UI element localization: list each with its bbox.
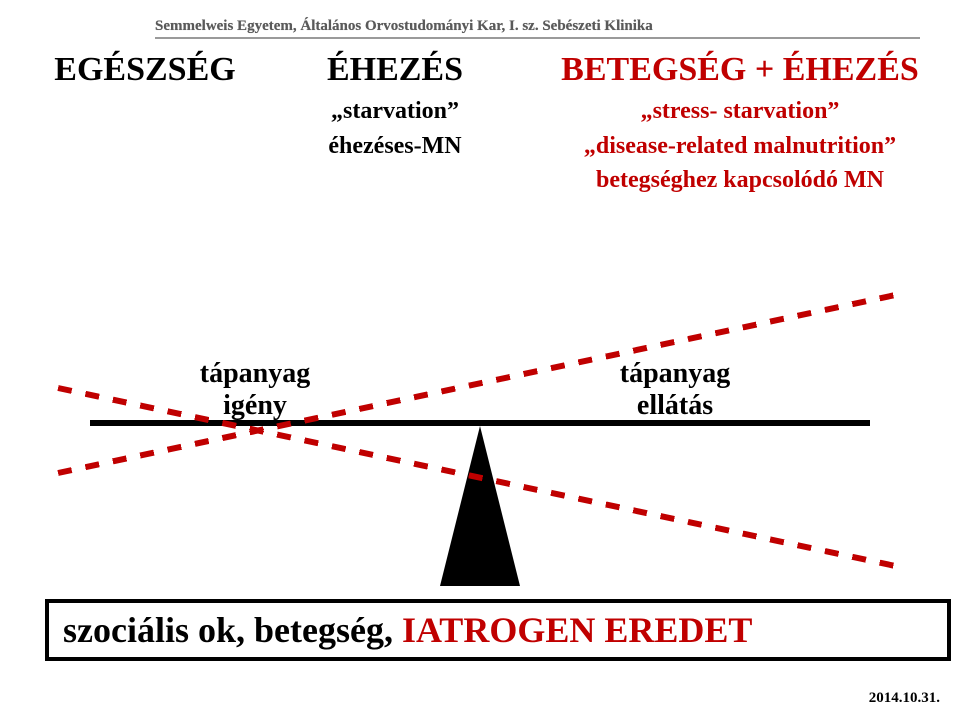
disease-sub1: „stress- starvation” [540,97,940,126]
conclusion-box: szociális ok, betegség, IATROGEN EREDET [45,599,951,661]
starvation-sub1: „starvation” [280,97,510,126]
slide: Semmelweis Egyetem, Általános Orvostudom… [0,0,960,719]
beam-label-supply: tápanyag ellátás [560,358,790,422]
balance-fulcrum [440,426,520,586]
balance-diagram: tápanyag igény tápanyag ellátás [0,270,960,590]
slide-date: 2014.10.31. [869,690,940,707]
disease-title: BETEGSÉG + ÉHEZÉS [540,50,940,91]
health-title: EGÉSZSÉG [30,50,260,91]
disease-sub2: „disease-related malnutrition” [540,132,940,161]
column-starvation: ÉHEZÉS „starvation” éhezéses-MN [280,50,510,160]
disease-sub3: betegséghez kapcsolódó MN [540,166,940,195]
starvation-title: ÉHEZÉS [280,50,510,91]
conclusion-black: szociális ok, betegség, [63,610,402,650]
conclusion-red: IATROGEN EREDET [402,610,752,650]
beam-right-line2: ellátás [637,390,713,421]
column-disease: BETEGSÉG + ÉHEZÉS „stress- starvation” „… [540,50,940,195]
beam-right-line1: tápanyag [620,358,730,389]
institution-header: Semmelweis Egyetem, Általános Orvostudom… [155,18,920,39]
column-health: EGÉSZSÉG [30,50,260,91]
starvation-sub2: éhezéses-MN [280,132,510,161]
beam-left-line2: igény [223,390,287,421]
beam-left-line1: tápanyag [200,358,310,389]
